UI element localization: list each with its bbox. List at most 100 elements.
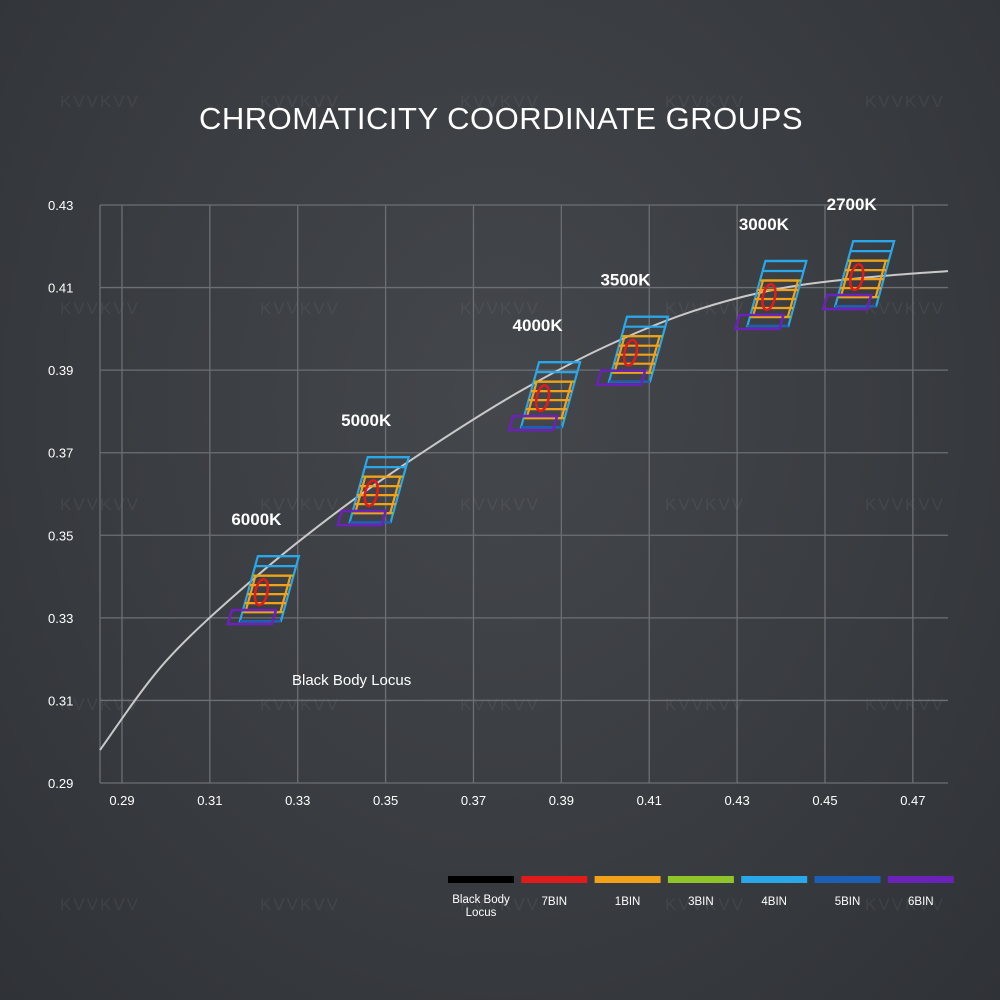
y-tick-label: 0.35 bbox=[48, 528, 73, 543]
legend-item-7bin: 7BIN bbox=[521, 876, 588, 908]
cct-group-3500k: 3500K bbox=[595, 271, 670, 387]
y-axis-ticks: 0.43 0.41 0.39 0.37 0.35 0.33 0.31 0.29 bbox=[48, 198, 73, 791]
legend-swatch bbox=[741, 876, 808, 883]
legend-item-4bin: 4BIN bbox=[741, 876, 808, 908]
bin-ellipse-7bin bbox=[761, 282, 777, 312]
black-body-locus-annotation: Black Body Locus bbox=[292, 672, 411, 689]
bin-outline-6bin bbox=[821, 293, 873, 311]
bin-ellipse-7bin bbox=[363, 479, 379, 508]
watermark-text: KVVKVV bbox=[260, 92, 340, 111]
y-tick-label: 0.37 bbox=[48, 446, 73, 461]
cct-group-3000k: 3000K bbox=[733, 215, 808, 331]
x-tick-label: 0.29 bbox=[109, 793, 134, 808]
watermark-text: KVVKVV bbox=[865, 695, 945, 714]
cct-label: 5000K bbox=[341, 411, 392, 430]
x-tick-label: 0.47 bbox=[900, 793, 925, 808]
bin-outline-1bin bbox=[751, 279, 800, 319]
watermark-text: KVVKVV bbox=[665, 495, 745, 514]
legend-label: Black Body Locus bbox=[452, 894, 510, 919]
y-tick-label: 0.31 bbox=[48, 693, 73, 708]
watermark-text: KVVKVV bbox=[260, 895, 340, 914]
legend-item-black-body-locus: Black Body Locus bbox=[448, 876, 514, 919]
watermark-text: KVVKVV bbox=[665, 92, 745, 111]
watermark-text: KVVKVV bbox=[460, 299, 540, 318]
cct-label: 3500K bbox=[600, 271, 651, 290]
y-tick-label: 0.39 bbox=[48, 363, 73, 378]
legend-swatch bbox=[448, 876, 514, 883]
watermark-text: KVVKVV bbox=[60, 299, 140, 318]
x-tick-label: 0.35 bbox=[373, 793, 398, 808]
bin-outline-1bin bbox=[839, 259, 888, 299]
cct-label: 3000K bbox=[739, 215, 790, 234]
bin-ellipse-7bin bbox=[848, 263, 865, 292]
watermark-layer: KVVKVV KVVKVV KVVKVV KVVKVV KVVKVV KVVKVV KVVK… bbox=[60, 92, 945, 914]
legend-item-3bin: 3BIN bbox=[667, 876, 734, 908]
bin-ellipse-7bin bbox=[253, 578, 270, 607]
x-axis-ticks: 0.29 0.31 0.33 0.35 0.37 0.39 0.41 0.43 0.45 0.47 bbox=[109, 793, 925, 808]
y-tick-label: 0.43 bbox=[48, 198, 73, 213]
bin-outline-6bin bbox=[595, 369, 647, 387]
bin-ellipse-7bin bbox=[534, 384, 551, 413]
legend-swatch bbox=[521, 876, 588, 883]
watermark-text: KVVKVV bbox=[460, 495, 540, 514]
watermark-text: KVVKVV bbox=[260, 299, 340, 318]
legend-swatch bbox=[594, 876, 661, 883]
legend-label: 4BIN bbox=[761, 896, 787, 908]
chart-title: CHROMATICITY COORDINATE GROUPS bbox=[199, 101, 803, 136]
cct-label: 6000K bbox=[231, 510, 282, 529]
cct-bin-groups: 6000K 5000K 4000K 3500K 3000K 2700K bbox=[226, 195, 896, 626]
watermark-text: KVVKVV bbox=[865, 895, 945, 914]
watermark-text: KVVKVV bbox=[60, 895, 140, 914]
y-tick-label: 0.33 bbox=[48, 611, 73, 626]
legend-label: 5BIN bbox=[835, 896, 861, 908]
watermark-text: KVVKVV bbox=[460, 92, 540, 111]
cct-group-4000k: 4000K bbox=[507, 316, 582, 432]
y-tick-label: 0.41 bbox=[48, 281, 73, 296]
cct-group-6000k: 6000K bbox=[226, 510, 301, 626]
bin-outline-6bin bbox=[733, 313, 786, 331]
legend-item-5bin: 5BIN bbox=[814, 876, 881, 908]
y-tick-label: 0.29 bbox=[48, 776, 73, 791]
bin-outline-6bin bbox=[507, 414, 559, 432]
watermark-text: KVVKVV bbox=[60, 495, 140, 514]
watermark-text: KVVKVV bbox=[665, 695, 745, 714]
watermark-text: KVVKVV bbox=[665, 299, 745, 318]
x-tick-label: 0.37 bbox=[461, 793, 486, 808]
watermark-text: KVVKVV bbox=[260, 495, 340, 514]
watermark-text: KVVKVV bbox=[865, 299, 945, 318]
legend-label: 3BIN bbox=[688, 896, 714, 908]
bin-outline-6bin bbox=[335, 509, 388, 527]
legend-swatch bbox=[887, 876, 954, 883]
legend-label: 1BIN bbox=[615, 896, 641, 908]
cct-label: 4000K bbox=[513, 316, 564, 335]
watermark-text: KVVKVV bbox=[865, 92, 945, 111]
grid-lines bbox=[99, 204, 948, 784]
legend-label: 7BIN bbox=[542, 896, 568, 908]
legend-swatch bbox=[667, 876, 734, 883]
legend-item-1bin: 1BIN bbox=[594, 876, 661, 908]
watermark-text: KVVKVV bbox=[60, 92, 140, 111]
legend-item-6bin: 6BIN bbox=[887, 876, 954, 908]
bin-outline-1bin bbox=[525, 380, 574, 420]
cct-group-2700k: 2700K bbox=[821, 195, 896, 311]
bin-ellipse-7bin bbox=[622, 338, 639, 367]
watermark-text: KVVKVV bbox=[460, 695, 540, 714]
bin-outline-1bin bbox=[353, 475, 402, 515]
x-tick-label: 0.33 bbox=[285, 793, 310, 808]
bin-outline-6bin bbox=[226, 608, 278, 626]
black-body-locus-curve bbox=[99, 270, 949, 751]
legend: Black Body Locus 7BIN 1BIN 3BIN 4BIN 5BIN 6BIN bbox=[448, 876, 954, 919]
bin-outline-1bin bbox=[612, 335, 662, 374]
x-tick-label: 0.45 bbox=[812, 793, 837, 808]
legend-label: 6BIN bbox=[908, 896, 934, 908]
x-tick-label: 0.41 bbox=[637, 793, 662, 808]
x-tick-label: 0.39 bbox=[549, 793, 574, 808]
watermark-text: KVVKVV bbox=[865, 495, 945, 514]
bin-outline-1bin bbox=[243, 574, 292, 614]
watermark-text: KVVKVV bbox=[460, 895, 540, 914]
x-tick-label: 0.43 bbox=[724, 793, 749, 808]
watermark-text: KVVKVV bbox=[260, 695, 340, 714]
x-tick-label: 0.31 bbox=[197, 793, 222, 808]
cct-label: 2700K bbox=[827, 195, 878, 214]
